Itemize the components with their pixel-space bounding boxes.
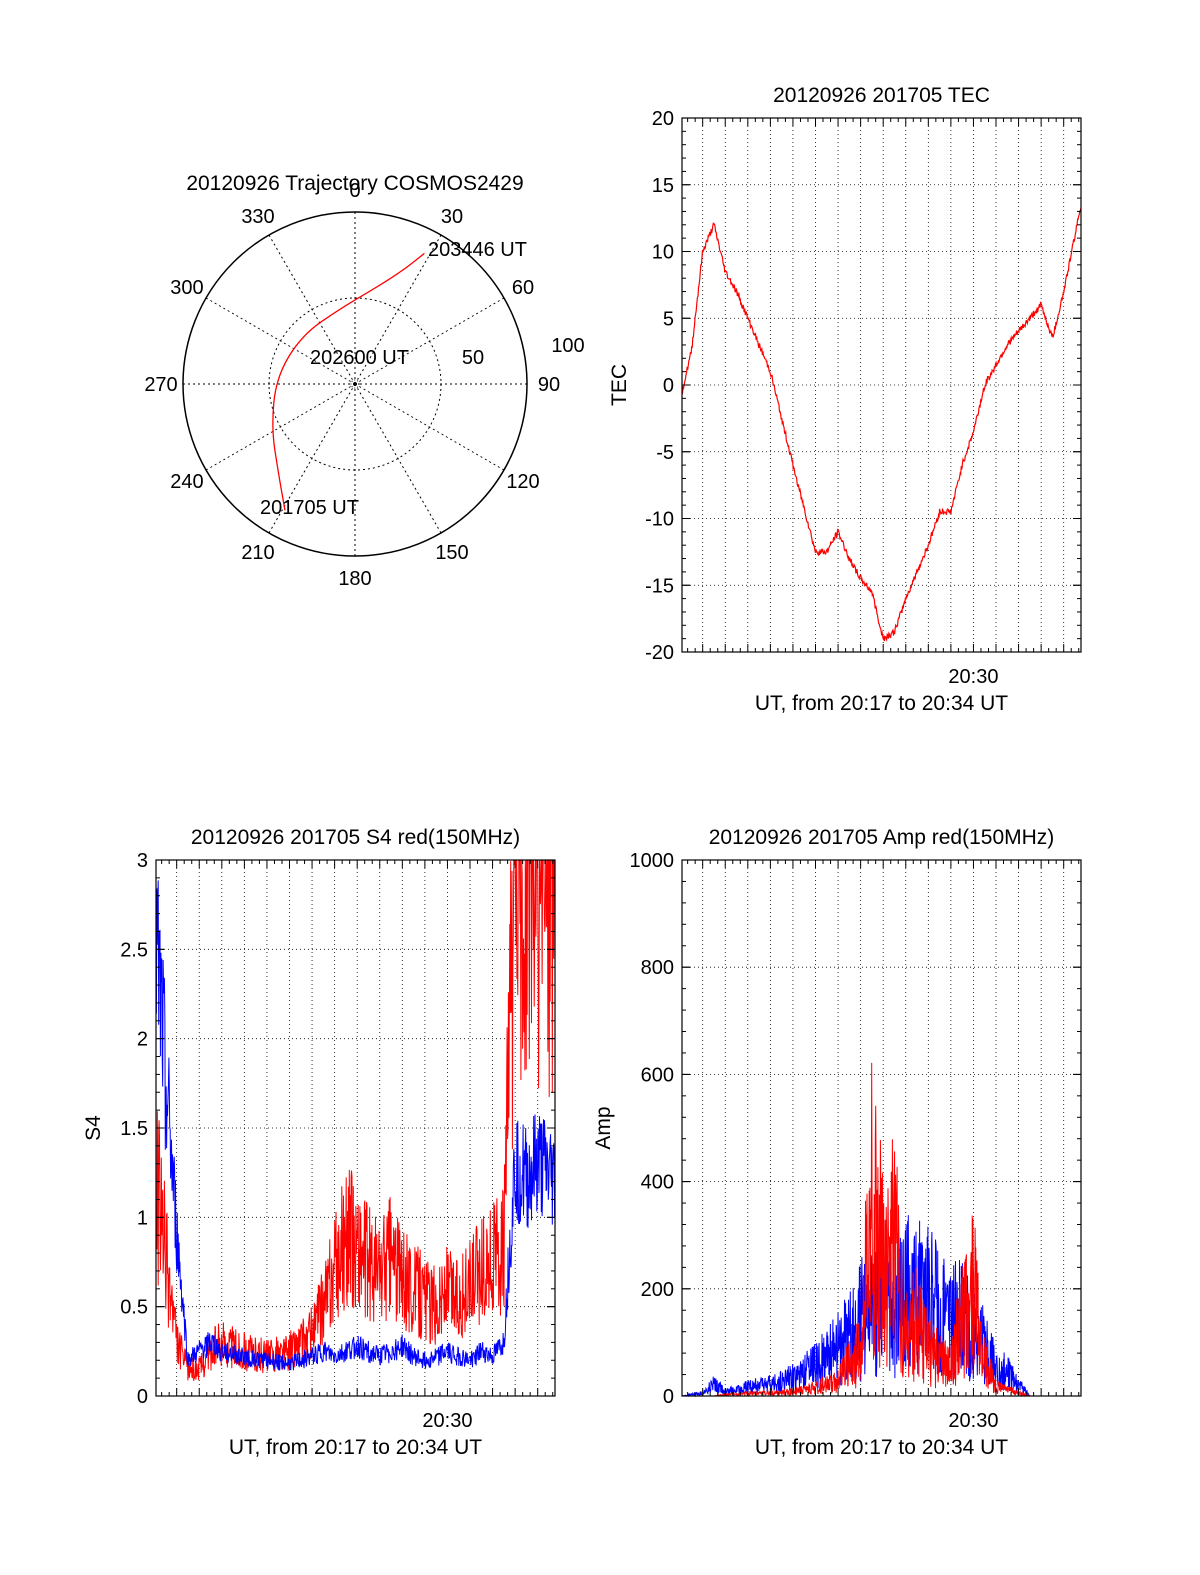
polar-azimuth-label: 90 (538, 374, 560, 396)
polar-spoke (268, 234, 356, 385)
y-tick-label: 600 (641, 1064, 674, 1086)
y-tick-label: 400 (641, 1172, 674, 1194)
plot-frame (681, 117, 1082, 653)
polar-azimuth-label: 120 (506, 471, 539, 493)
axis-ticks (682, 117, 1081, 653)
polar-spoke (268, 383, 356, 534)
polar-spoke (205, 383, 356, 471)
polar-annotation: 203446 UT (428, 239, 527, 261)
polar-chart-title: 20120926 Trajectory COSMOS2429 (186, 172, 523, 195)
y-tick-labels: -20 -15 -10 -5 0 5 10 15 20 (645, 108, 674, 664)
y-tick-label: 5 (663, 308, 674, 330)
polar-annotation: 201705 UT (260, 497, 359, 519)
polar-trajectory-line (272, 252, 425, 511)
y-axis-label: TEC (608, 364, 631, 406)
polar-trajectory-chart: 20120926 Trajectory COSMOS2429 0 30 60 90 12… (144, 172, 584, 590)
y-tick-label: 20 (652, 108, 674, 130)
polar-azimuth-label: 270 (144, 374, 177, 396)
plot-frame (155, 859, 556, 1397)
tec-chart: 20120926 201705 TEC -20 -15 -10 -5 0 5 10 15 20 20… (608, 84, 1082, 715)
amp-chart: 20120926 201705 Amp red(150MHz) 0 200 400 60… (592, 826, 1082, 1459)
y-tick-label: 0 (663, 375, 674, 397)
s4-chart: 20120926 201705 S4 red(150MHz) 0 0.5 1 1.5 2 2… (82, 826, 556, 1459)
polar-azimuth-label: 330 (241, 206, 274, 228)
polar-azimuth-label: 60 (512, 277, 534, 299)
x-tick-labels: 20:30 (948, 666, 998, 688)
series-group (681, 207, 1082, 642)
y-tick-label: 0 (663, 1386, 674, 1408)
polar-azimuth-label: 0 (349, 180, 360, 202)
polar-spoke (354, 297, 505, 385)
polar-center (350, 379, 360, 389)
chart-title: 20120926 201705 TEC (773, 84, 990, 107)
polar-trajectory-series (272, 252, 425, 511)
grid-lines (156, 859, 555, 1397)
x-tick-label: 20:30 (422, 1410, 472, 1432)
series-group (155, 859, 556, 1382)
polar-azimuth-label: 150 (435, 542, 468, 564)
polar-spoke (354, 383, 505, 471)
x-tick-labels: 20:30 (948, 1410, 998, 1432)
series-line (155, 880, 556, 1372)
series-line (682, 1062, 1081, 1398)
x-axis-label: UT, from 20:17 to 20:34 UT (755, 1436, 1008, 1459)
chart-title: 20120926 201705 S4 red(150MHz) (191, 826, 520, 849)
x-tick-label: 20:30 (948, 666, 998, 688)
polar-ring-labels: 50 100 (462, 335, 585, 369)
x-tick-label: 20:30 (948, 1410, 998, 1432)
x-tick-labels: 20:30 (422, 1410, 472, 1432)
y-tick-label: 3 (137, 850, 148, 872)
series-group (681, 1062, 1081, 1398)
y-tick-label: 200 (641, 1279, 674, 1301)
y-axis-label: S4 (82, 1115, 105, 1141)
polar-azimuth-label: 180 (338, 568, 371, 590)
y-tick-labels: 0 0.5 1 1.5 2 2.5 3 (120, 850, 148, 1408)
series-line (681, 1215, 1081, 1398)
polar-grid (182, 211, 528, 557)
y-tick-label: -10 (645, 509, 674, 531)
polar-spoke (354, 234, 442, 385)
y-tick-label: 2 (137, 1029, 148, 1051)
x-axis-label: UT, from 20:17 to 20:34 UT (755, 692, 1008, 715)
grid-lines (682, 117, 1081, 653)
y-tick-label: -5 (656, 442, 674, 464)
x-axis-label: UT, from 20:17 to 20:34 UT (229, 1436, 482, 1459)
chart-title: 20120926 201705 Amp red(150MHz) (709, 826, 1055, 849)
polar-ring-label: 100 (551, 335, 584, 357)
polar-azimuth-label: 30 (441, 206, 463, 228)
y-tick-label: -15 (645, 575, 674, 597)
axis-ticks (156, 859, 555, 1397)
series-line (155, 859, 555, 1382)
y-tick-label: 1.5 (120, 1118, 148, 1140)
polar-azimuth-label: 210 (241, 542, 274, 564)
y-tick-label: -20 (645, 642, 674, 664)
polar-spoke (205, 297, 356, 385)
y-tick-label: 10 (652, 242, 674, 264)
polar-ring-label: 50 (462, 347, 484, 369)
y-tick-label: 0 (137, 1386, 148, 1408)
grid-lines (682, 859, 1081, 1397)
polar-azimuth-labels: 0 30 60 90 120 150 180 210 240 270 300 330 (144, 180, 560, 590)
y-tick-label: 800 (641, 957, 674, 979)
y-tick-label: 1000 (630, 850, 675, 872)
polar-spoke (354, 383, 442, 534)
y-tick-label: 1 (137, 1207, 148, 1229)
plot-frame (681, 859, 1082, 1397)
series-line (681, 207, 1082, 642)
y-tick-label: 0.5 (120, 1297, 148, 1319)
y-axis-label: Amp (592, 1106, 615, 1149)
y-tick-labels: 0 200 400 600 800 1000 (630, 850, 675, 1408)
y-tick-label: 2.5 (120, 939, 148, 961)
polar-azimuth-label: 300 (170, 277, 203, 299)
polar-azimuth-label: 240 (170, 471, 203, 493)
polar-annotation: 202600 UT (310, 347, 409, 369)
axis-ticks (682, 859, 1081, 1397)
y-tick-label: 15 (652, 175, 674, 197)
polar-annotations: 203446 UT 202600 UT 201705 UT (260, 239, 527, 519)
